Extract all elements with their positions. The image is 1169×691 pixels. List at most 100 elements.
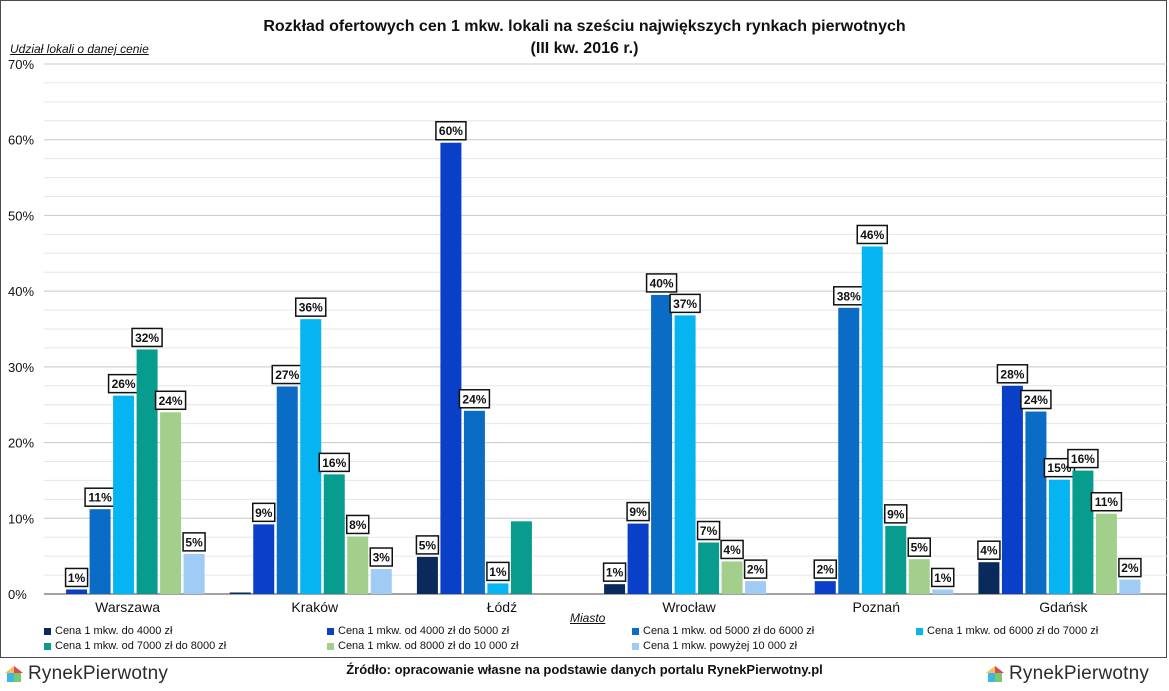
legend-swatch	[916, 627, 923, 635]
logo-text: RynekPierwotny	[1009, 663, 1150, 684]
bar	[416, 556, 438, 594]
bar	[838, 307, 860, 594]
bar	[136, 349, 158, 594]
data-label: 37%	[673, 297, 697, 311]
data-label: 4%	[723, 543, 741, 557]
legend-item-series-1: Cena 1 mkw. do 4000 zł	[44, 625, 172, 637]
data-label: 24%	[159, 394, 183, 408]
legend-item-series-3: Cena 1 mkw. od 5000 zł do 6000 zł	[632, 625, 814, 637]
bar	[370, 569, 392, 594]
data-label: 8%	[349, 518, 367, 532]
data-label-box	[626, 501, 650, 522]
data-label: 11%	[1095, 495, 1119, 509]
y-tick-label: 70%	[8, 57, 34, 72]
data-label: 24%	[462, 392, 486, 406]
bar	[323, 474, 345, 594]
bar	[347, 536, 369, 594]
data-label: 3%	[373, 551, 391, 565]
x-tick-label: Łódź	[487, 599, 517, 615]
data-label: 2%	[747, 563, 765, 577]
data-label-box	[996, 364, 1029, 384]
data-label: 9%	[629, 505, 647, 519]
data-label-box	[346, 514, 370, 535]
data-label-box	[907, 537, 931, 557]
bar	[1025, 411, 1047, 594]
x-tick-label: Gdańsk	[1039, 599, 1088, 615]
data-label-box	[458, 389, 491, 409]
data-label-box	[369, 547, 393, 567]
data-label-box	[154, 390, 187, 411]
data-label: 46%	[860, 228, 884, 242]
data-label: 9%	[887, 507, 905, 521]
data-label-box	[182, 532, 206, 552]
legend-item-series-6: Cena 1 mkw. od 8000 zł do 10 000 zł	[327, 640, 518, 652]
y-tick-label: 30%	[8, 360, 34, 375]
data-label: 38%	[837, 289, 861, 303]
data-label-box	[252, 502, 276, 523]
y-tick-label: 20%	[8, 436, 34, 451]
data-label-box	[295, 297, 327, 317]
legend-item-series-4: Cena 1 mkw. od 6000 zł do 7000 zł	[916, 625, 1098, 637]
data-label-box	[743, 559, 768, 579]
data-label: 9%	[255, 506, 273, 520]
legend-swatch	[632, 627, 639, 635]
bar	[1001, 385, 1023, 594]
data-label-box	[1067, 448, 1099, 469]
data-label-box	[977, 540, 1001, 560]
logo-text: RynekPierwotny	[28, 663, 169, 684]
y-tick-label: 60%	[8, 133, 34, 148]
bar	[651, 294, 673, 594]
legend-swatch	[327, 642, 334, 650]
data-label: 5%	[185, 535, 203, 549]
source-note: Źródło: opracowanie własne na podstawie …	[346, 662, 823, 677]
bar	[814, 581, 836, 594]
data-label: 11%	[88, 491, 112, 505]
legend-label: Cena 1 mkw. do 4000 zł	[55, 625, 173, 637]
data-label-box	[318, 452, 350, 473]
bar	[253, 524, 275, 594]
data-label: 1%	[489, 565, 507, 579]
data-label-box	[415, 535, 440, 555]
data-label-box	[131, 327, 163, 348]
data-label-box	[931, 567, 955, 588]
bar	[463, 410, 485, 594]
data-label: 28%	[1000, 367, 1024, 381]
bar	[932, 589, 954, 594]
legend-swatch	[44, 642, 51, 650]
data-label-box	[696, 520, 721, 541]
data-label: 1%	[68, 571, 86, 585]
data-label: 32%	[135, 331, 159, 345]
bar	[978, 562, 1000, 594]
legend-label: Cena 1 mkw. od 6000 zł do 7000 zł	[927, 625, 1099, 637]
data-label: 16%	[322, 456, 346, 470]
bar	[1095, 513, 1117, 594]
bar	[183, 553, 205, 594]
bar	[1072, 470, 1094, 594]
data-label-box	[884, 504, 908, 524]
bar	[487, 583, 509, 594]
data-label: 36%	[299, 301, 323, 315]
data-label: 2%	[1121, 561, 1139, 575]
y-axis-label: Udział lokali o danej cenie	[10, 42, 149, 56]
data-label: 2%	[817, 563, 835, 577]
x-tick-label: Poznań	[853, 599, 900, 615]
y-tick-label: 40%	[8, 284, 34, 299]
bar	[698, 542, 720, 594]
data-label-box	[486, 561, 510, 582]
legend-label: Cena 1 mkw. od 5000 zł do 6000 zł	[643, 625, 815, 637]
data-label: 4%	[980, 544, 998, 558]
data-label: 26%	[112, 377, 136, 391]
data-label: 24%	[1024, 393, 1048, 407]
y-tick-label: 10%	[8, 511, 34, 526]
data-label-box	[720, 539, 744, 560]
legend-label: Cena 1 mkw. od 4000 zł do 5000 zł	[338, 625, 510, 637]
bar	[160, 412, 182, 594]
data-label-box	[813, 559, 837, 579]
logo-left: RynekPierwotny	[4, 663, 168, 685]
bar	[276, 386, 298, 594]
data-label: 7%	[700, 524, 718, 538]
bar	[113, 395, 135, 594]
bar	[604, 584, 626, 594]
x-tick-label: Kraków	[291, 599, 339, 615]
logo-right: RynekPierwotny	[985, 663, 1149, 685]
